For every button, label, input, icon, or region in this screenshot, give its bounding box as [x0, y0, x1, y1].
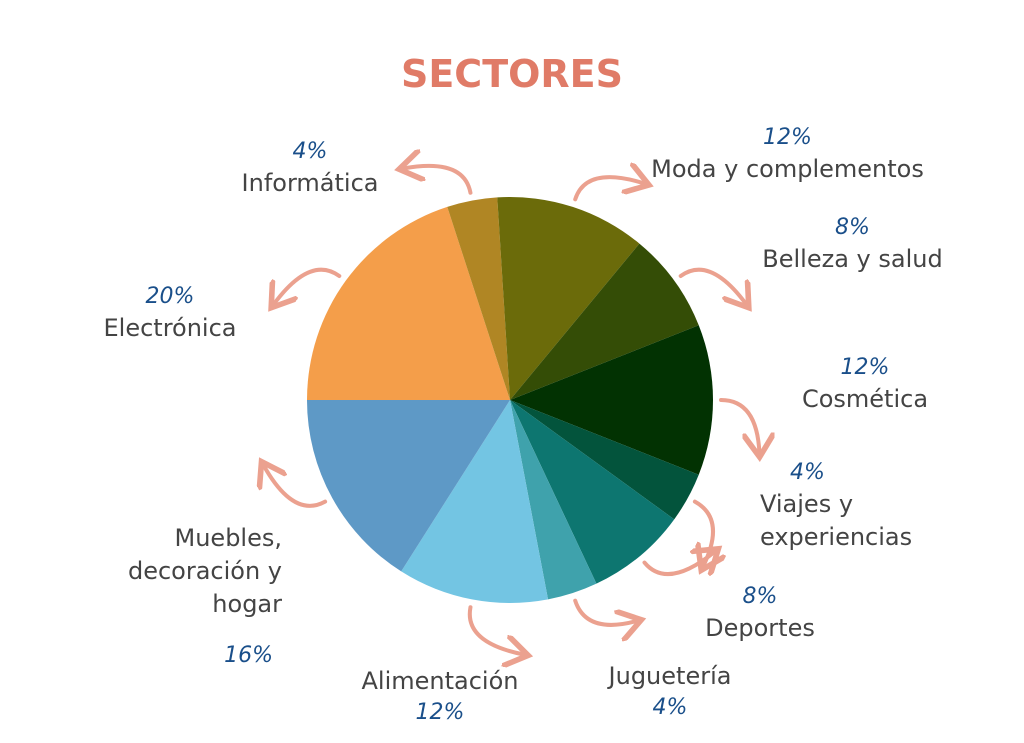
value-label: 12%	[415, 700, 465, 725]
pie-slice	[510, 400, 699, 520]
arrow	[573, 177, 645, 202]
pie-slice	[447, 197, 510, 400]
arrow	[263, 465, 328, 508]
slice-label: 20% Electrónica	[90, 282, 250, 345]
arrow	[403, 166, 473, 195]
slice-label: 12% Cosmética	[790, 353, 940, 416]
pie-slice	[307, 400, 510, 572]
chart-title: SECTORES	[400, 52, 624, 96]
value-label: 8%	[742, 584, 778, 609]
category-label: Belleza y salud	[762, 245, 943, 273]
slice-label: Muebles, decoración y hogar 16%	[106, 522, 282, 671]
slice-label: 4% Viajes y experiencias	[760, 458, 935, 554]
value-label: 8%	[835, 215, 870, 240]
value-label: 12%	[763, 125, 812, 150]
value-label: 4%	[292, 139, 328, 164]
slice-label: 8% Deportes	[690, 582, 830, 645]
pie-slice	[510, 243, 699, 400]
slice-label: Alimentación 12%	[345, 665, 535, 728]
arrow	[274, 267, 342, 305]
category-label: Informática	[241, 169, 379, 197]
slice-label: 8% Belleza y salud	[750, 213, 955, 276]
pie-slice	[510, 400, 675, 584]
category-label: Electrónica	[103, 314, 237, 342]
value-label: 4%	[790, 460, 825, 485]
slice-label: 4% Informática	[230, 137, 390, 200]
pie-slice	[497, 196, 640, 400]
category-label: Viajes y experiencias	[760, 490, 913, 551]
category-label: Alimentación	[361, 667, 519, 695]
category-label: Juguetería	[608, 662, 732, 690]
pie-slice	[510, 400, 597, 600]
slice-label: Juguetería 4%	[590, 660, 750, 723]
value-label: 4%	[652, 695, 688, 720]
arrow	[642, 551, 715, 574]
category-label: Muebles, decoración y hogar	[127, 524, 282, 618]
value-label: 12%	[840, 355, 890, 380]
category-label: Moda y complementos	[651, 155, 924, 183]
value-label: 16%	[224, 643, 273, 668]
category-label: Deportes	[705, 614, 815, 642]
arrow	[678, 267, 747, 305]
pie-slice	[307, 206, 510, 400]
pie-slice	[510, 325, 714, 475]
category-label: Cosmética	[801, 385, 929, 413]
arrow	[467, 605, 524, 654]
slice-label: 12% Moda y complementos	[630, 123, 945, 186]
arrow	[719, 398, 759, 453]
arrow	[573, 598, 637, 625]
value-label: 20%	[145, 284, 195, 309]
pie-slice	[401, 400, 549, 603]
